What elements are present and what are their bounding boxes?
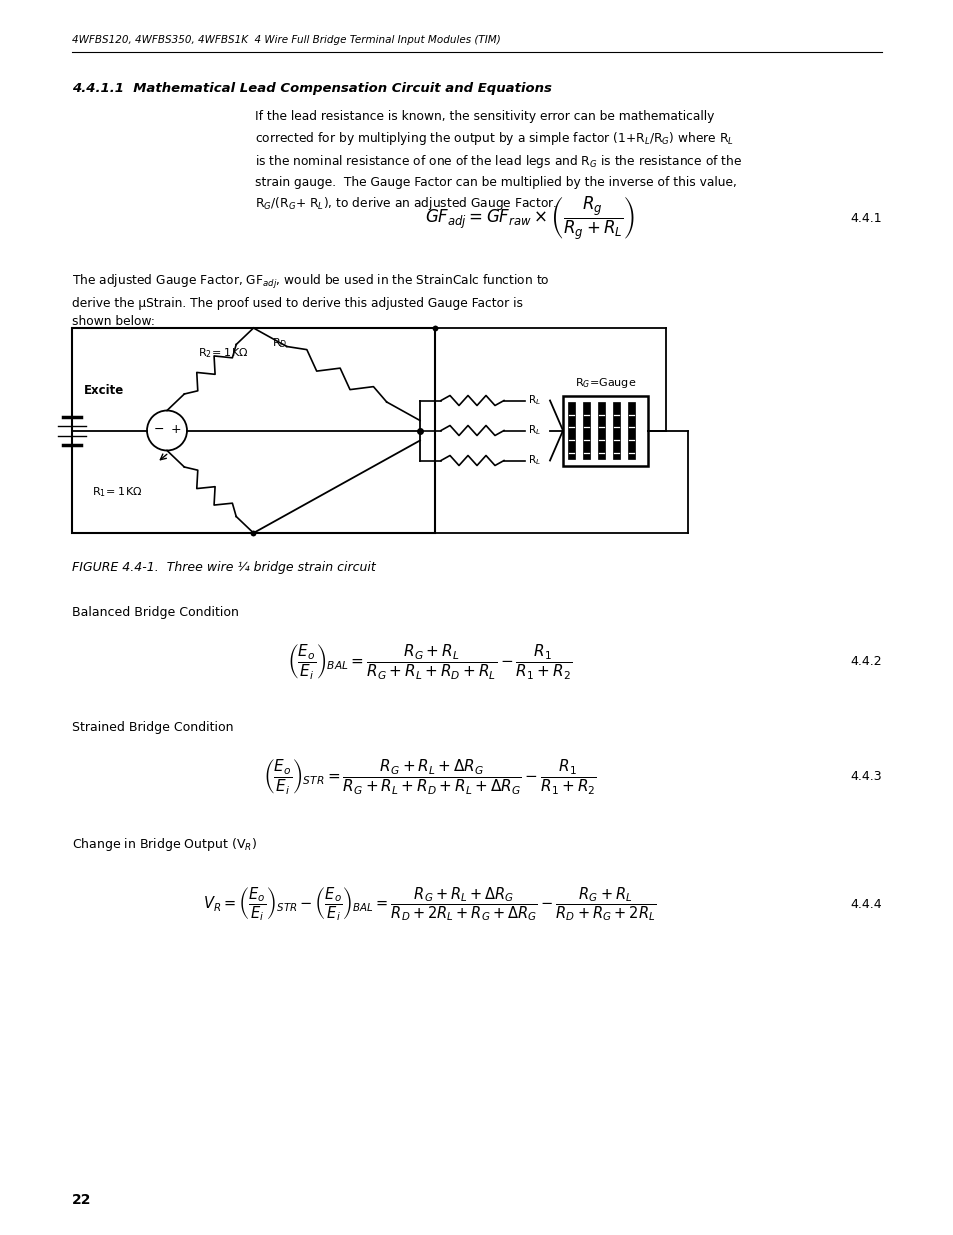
Text: R$_L$: R$_L$	[527, 453, 540, 467]
Text: Strained Bridge Condition: Strained Bridge Condition	[71, 721, 233, 734]
Text: 4.4.3: 4.4.3	[849, 769, 882, 783]
Text: 4.4.2: 4.4.2	[849, 655, 882, 667]
Text: FIGURE 4.4-1.  Three wire ¼ bridge strain circuit: FIGURE 4.4-1. Three wire ¼ bridge strain…	[71, 561, 375, 574]
Text: $GF_{adj} = GF_{raw}\times\left(\dfrac{R_g}{R_g + R_L}\right)$: $GF_{adj} = GF_{raw}\times\left(\dfrac{R…	[424, 194, 635, 242]
Text: 22: 22	[71, 1193, 91, 1207]
Text: The adjusted Gauge Factor, GF$_{adj}$, would be used in the StrainCalc function : The adjusted Gauge Factor, GF$_{adj}$, w…	[71, 273, 549, 329]
Text: R$_L$: R$_L$	[527, 424, 540, 437]
Text: −: −	[153, 424, 164, 436]
Text: R$_1$= 1K$\Omega$: R$_1$= 1K$\Omega$	[91, 485, 142, 499]
Text: R$_G$=Gauge: R$_G$=Gauge	[575, 375, 636, 389]
Text: 4WFBS120, 4WFBS350, 4WFBS1K  4 Wire Full Bridge Terminal Input Modules (TIM): 4WFBS120, 4WFBS350, 4WFBS1K 4 Wire Full …	[71, 35, 500, 44]
Bar	[627, 401, 635, 459]
Text: Balanced Bridge Condition: Balanced Bridge Condition	[71, 606, 238, 619]
Text: R$_D$: R$_D$	[272, 336, 287, 350]
Text: $\left(\dfrac{E_o}{E_i}\right)_{BAL} = \dfrac{R_G + R_L}{R_G + R_L + R_D + R_L} : $\left(\dfrac{E_o}{E_i}\right)_{BAL} = \…	[287, 641, 572, 680]
Text: 4.4.1: 4.4.1	[849, 211, 882, 225]
Text: $\left(\dfrac{E_o}{E_i}\right)_{STR} = \dfrac{R_G + R_L + \Delta R_G}{R_G + R_L : $\left(\dfrac{E_o}{E_i}\right)_{STR} = \…	[263, 757, 597, 795]
Bar	[613, 401, 619, 459]
Text: $V_R = \left(\dfrac{E_o}{E_i}\right)_{STR} - \left(\dfrac{E_o}{E_i}\right)_{BAL}: $V_R = \left(\dfrac{E_o}{E_i}\right)_{ST…	[203, 885, 656, 923]
Text: R$_2$= 1K$\Omega$: R$_2$= 1K$\Omega$	[198, 346, 249, 359]
Text: Change in Bridge Output (V$_R$): Change in Bridge Output (V$_R$)	[71, 836, 257, 853]
Bar	[567, 401, 575, 459]
Text: Excite: Excite	[84, 384, 124, 396]
Bar	[71, 329, 435, 534]
Text: 4.4.1.1  Mathematical Lead Compensation Circuit and Equations: 4.4.1.1 Mathematical Lead Compensation C…	[71, 82, 551, 95]
Bar	[582, 401, 590, 459]
Text: +: +	[171, 424, 181, 436]
Bar	[562, 395, 647, 466]
Text: If the lead resistance is known, the sensitivity error can be mathematically
cor: If the lead resistance is known, the sen…	[254, 110, 741, 212]
Text: 4.4.4: 4.4.4	[849, 898, 882, 910]
Text: R$_L$: R$_L$	[527, 394, 540, 408]
Bar	[598, 401, 604, 459]
